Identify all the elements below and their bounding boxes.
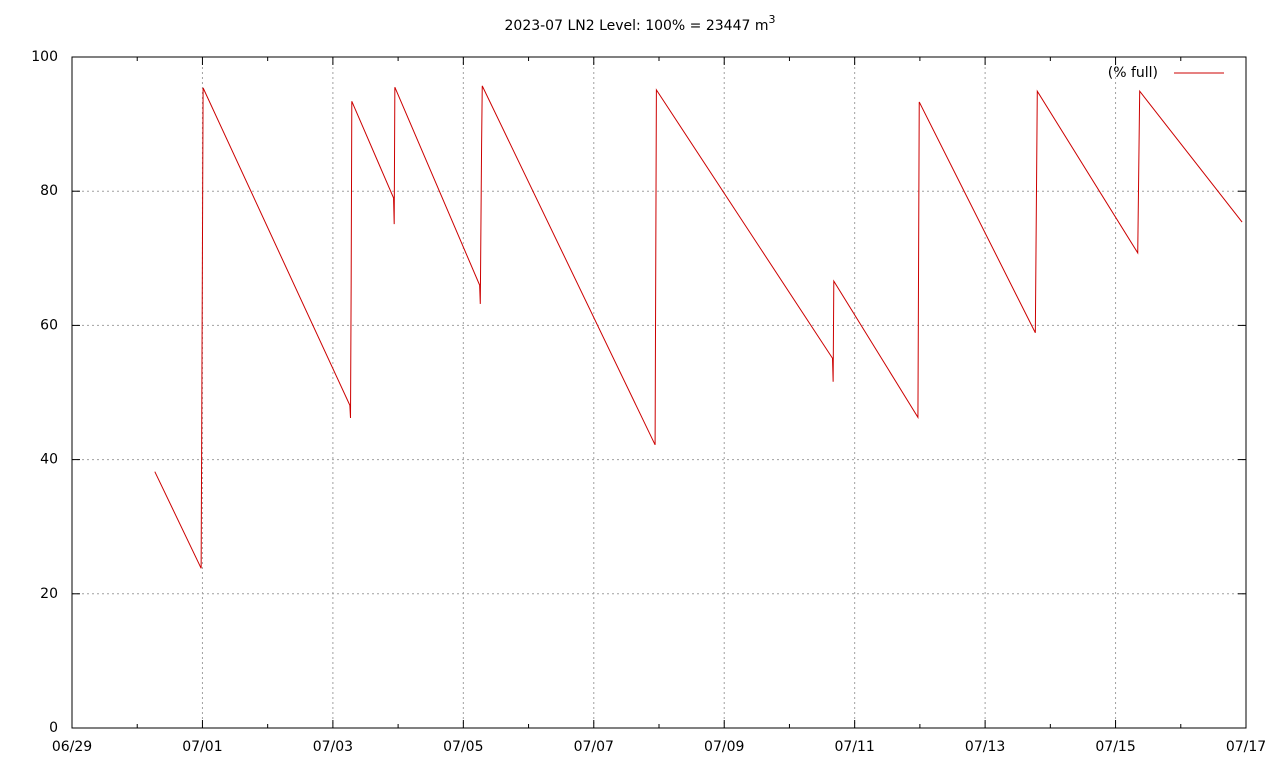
x-tick-label: 07/13	[965, 739, 1005, 755]
chart-title: 2023-07 LN2 Level: 100% = 23447 m3	[505, 13, 776, 34]
y-tick-label: 0	[49, 720, 58, 736]
x-tick-label: 07/11	[834, 739, 874, 755]
y-tick-label: 40	[40, 452, 58, 468]
x-tick-label: 07/07	[574, 739, 614, 755]
y-tick-label: 60	[40, 317, 58, 333]
y-tick-label: 80	[40, 183, 58, 199]
legend-label: (% full)	[1108, 65, 1158, 81]
x-tick-label: 07/05	[443, 739, 483, 755]
x-tick-label: 07/15	[1095, 739, 1135, 755]
x-tick-label: 07/17	[1226, 739, 1266, 755]
data-line	[154, 85, 1243, 569]
title-text: 2023-07 LN2 Level: 100% = 23447 m	[505, 18, 769, 34]
x-tick-label: 06/29	[52, 739, 92, 755]
plot-frame	[71, 56, 1247, 729]
y-tick-label: 100	[31, 49, 58, 65]
x-tick-label: 07/01	[182, 739, 222, 755]
x-tick-label: 07/03	[313, 739, 353, 755]
title-superscript: 3	[768, 13, 775, 26]
y-tick-label: 20	[40, 586, 58, 602]
x-tick-label: 07/09	[704, 739, 744, 755]
